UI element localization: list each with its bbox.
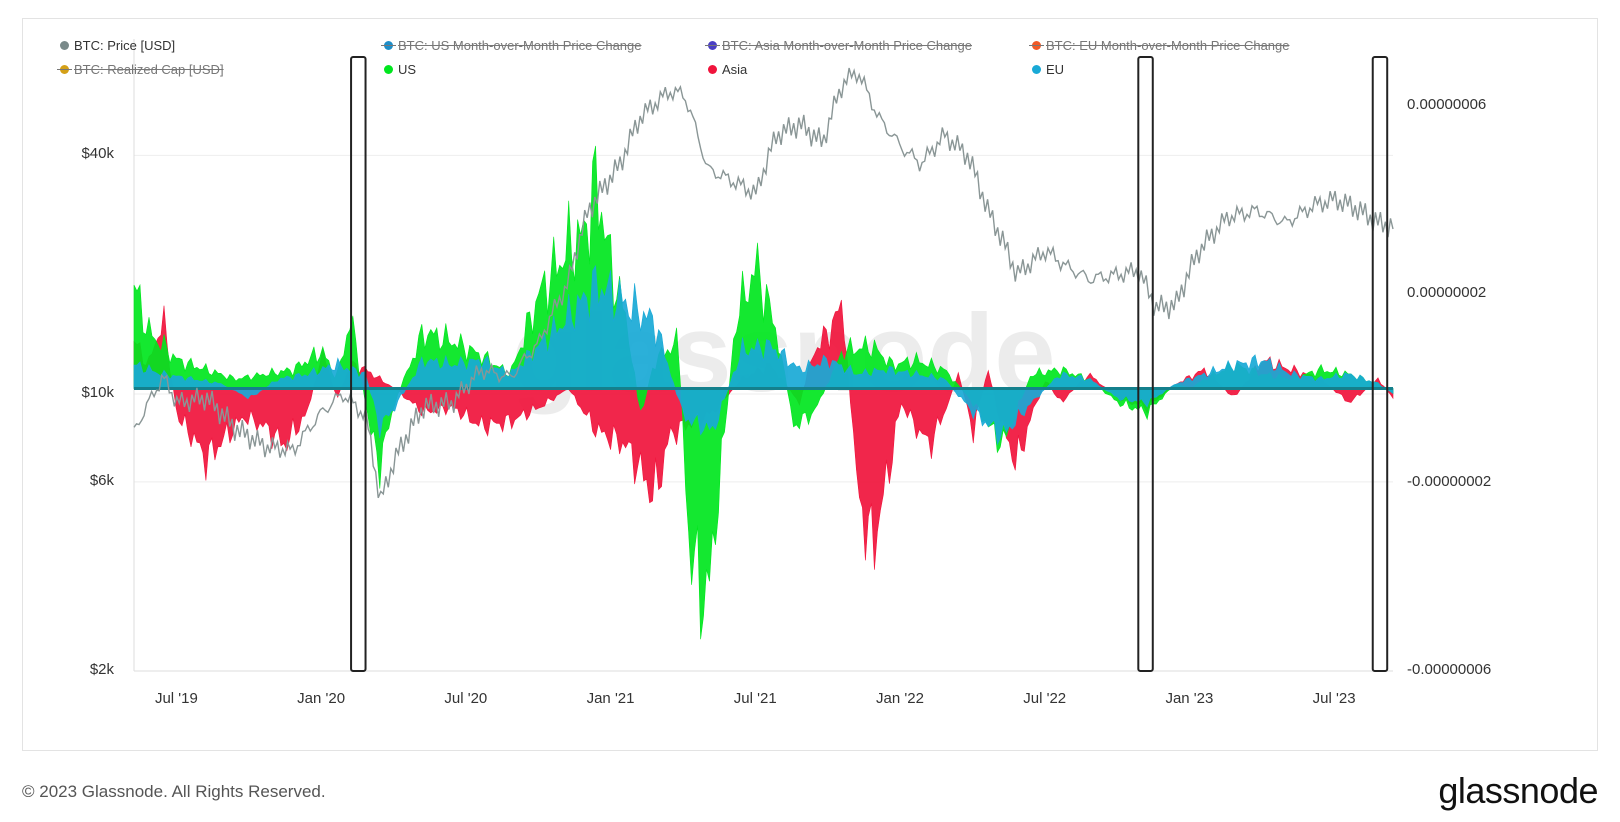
legend-dot-icon	[60, 41, 69, 50]
series-line-btc-price	[133, 67, 1394, 499]
legend-label: US	[398, 62, 417, 77]
x-axis-tick-label: Jul '19	[154, 690, 198, 707]
legend-label: BTC: Realized Cap [USD]	[74, 62, 224, 77]
legend-label: Asia	[722, 62, 748, 77]
highlight-box	[1137, 56, 1154, 672]
highlight-box	[350, 56, 367, 672]
legend-item[interactable]: US	[384, 62, 416, 77]
legend-item[interactable]: BTC: Asia Month-over-Month Price Change	[705, 38, 972, 53]
x-axis-tick-label: Jan '20	[297, 690, 346, 707]
legend-dot-icon	[1032, 65, 1041, 74]
x-axis-tick-label: Jan '23	[1165, 690, 1214, 707]
legend-label: BTC: EU Month-over-Month Price Change	[1046, 38, 1290, 53]
legend-dot-icon	[1029, 41, 1044, 50]
left-axis-tick-label: $6k	[89, 471, 114, 489]
chart-plot: glassnode	[133, 39, 1394, 672]
x-axis-tick-label: Jul '23	[1312, 690, 1356, 707]
x-axis-tick-label: Jul '21	[733, 690, 777, 707]
legend-dot-icon	[57, 65, 72, 74]
right-axis-tick-label: 0.00000006	[1407, 96, 1487, 114]
chart-frame: glassnode	[22, 18, 1598, 751]
legend-item[interactable]: BTC: Price [USD]	[60, 38, 175, 53]
legend-label: EU	[1046, 62, 1065, 77]
x-axis-tick-label: Jul '20	[444, 690, 488, 707]
x-axis-tick-label: Jan '21	[586, 690, 635, 707]
legend-label: BTC: Price [USD]	[74, 38, 176, 53]
legend-dot-icon	[381, 41, 396, 50]
legend-item[interactable]: Asia	[708, 62, 747, 77]
footer-copyright: © 2023 Glassnode. All Rights Reserved.	[22, 782, 326, 801]
left-axis-tick-label: $10k	[81, 383, 114, 401]
legend-dot-icon	[384, 65, 393, 74]
right-axis-tick-label: -0.00000002	[1407, 472, 1492, 490]
highlight-box	[1371, 56, 1389, 672]
legend-item[interactable]: BTC: Realized Cap [USD]	[57, 62, 224, 77]
x-axis-tick-label: Jul '22	[1023, 690, 1067, 707]
right-axis-tick-label: 0.00000002	[1407, 284, 1487, 302]
legend-label: BTC: US Month-over-Month Price Change	[398, 38, 642, 53]
left-axis-tick-label: $2k	[89, 661, 114, 678]
right-axis-tick-label: -0.00000006	[1407, 661, 1492, 678]
legend-dot-icon	[708, 65, 717, 74]
glassnode-logo: glassnode	[1438, 770, 1598, 811]
legend-label: BTC: Asia Month-over-Month Price Change	[722, 38, 972, 53]
x-axis-tick-label: Jan '22	[876, 690, 924, 707]
left-axis-tick-label: $40k	[81, 145, 114, 163]
legend-item[interactable]: BTC: US Month-over-Month Price Change	[381, 38, 642, 53]
legend-dot-icon	[705, 41, 720, 50]
legend-item[interactable]: EU	[1032, 62, 1064, 77]
legend-item[interactable]: BTC: EU Month-over-Month Price Change	[1029, 38, 1290, 53]
series-area-eu	[133, 264, 1394, 446]
